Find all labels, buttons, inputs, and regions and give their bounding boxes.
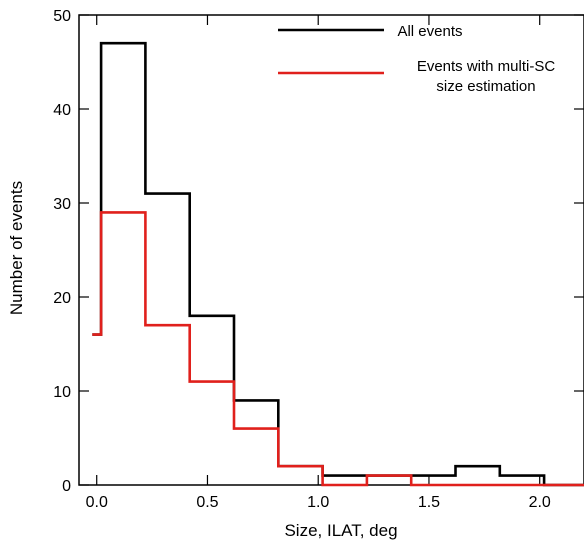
series-all-events-line [92, 41, 584, 487]
x-axis-label: Size, ILAT, deg [284, 521, 397, 540]
x-tick-label: 1.0 [307, 494, 329, 511]
legend-label-multi-sc-line1: Events with multi-SC [417, 58, 556, 75]
x-tick-label: 0.5 [196, 494, 218, 511]
y-tick-label: 20 [53, 290, 71, 307]
y-tick-label: 40 [53, 102, 71, 119]
x-tick-label: 1.5 [418, 494, 440, 511]
y-tick-label: 0 [62, 478, 71, 495]
y-tick-label: 50 [53, 8, 71, 25]
y-tick-label: 30 [53, 196, 71, 213]
y-axis-label: Number of events [7, 181, 26, 315]
legend-label-multi-sc-line2: size estimation [436, 78, 535, 95]
legend-label-all-events: All events [397, 23, 462, 40]
axis-tick-labels: 0.0 0.5 1.0 1.5 2.0 0 10 20 30 40 50 [53, 8, 551, 511]
y-tick-label: 10 [53, 384, 71, 401]
x-tick-label: 0.0 [86, 494, 108, 511]
legend: All events Events with multi-SC size est… [278, 23, 555, 95]
x-tick-label: 2.0 [529, 494, 551, 511]
series-multi-sc-line [92, 211, 584, 487]
